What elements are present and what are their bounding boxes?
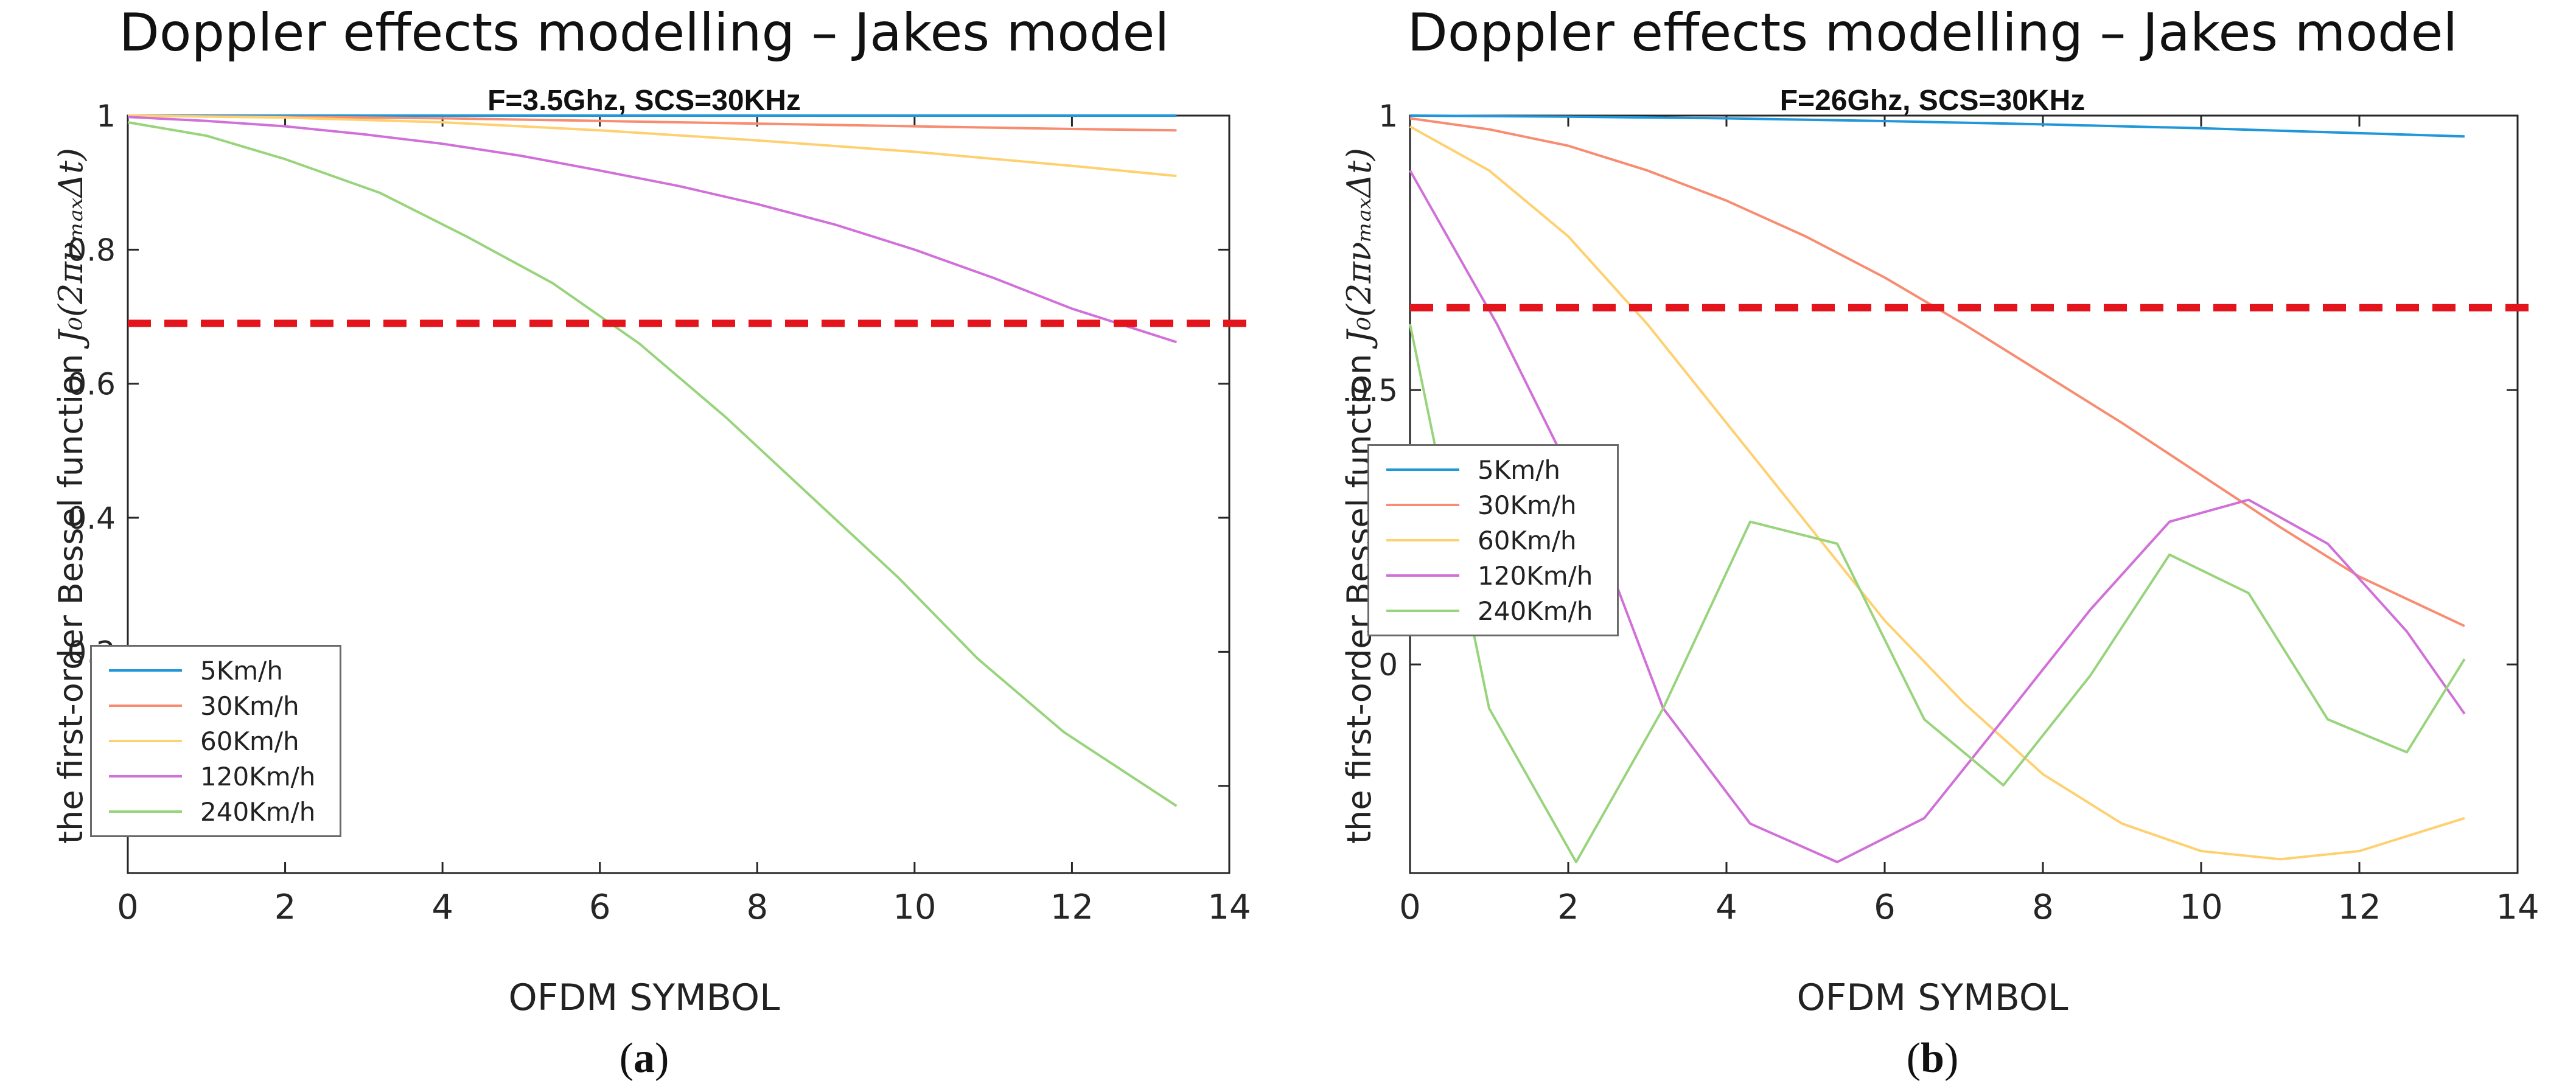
y-tick-label: 0	[1378, 647, 1398, 683]
legend-item: 240Km/h	[1369, 593, 1617, 628]
legend-label: 120Km/h	[200, 761, 316, 792]
legend-swatch	[109, 669, 182, 672]
chart-panel-a: Doppler effects modelling – Jakes model …	[50, 2, 1254, 1082]
legend: 5Km/h 30Km/h 60Km/h 120Km/h 240Km/h	[90, 645, 342, 837]
legend-label: 30Km/h	[200, 691, 299, 721]
legend-label: 60Km/h	[1478, 525, 1577, 555]
figure-title: Doppler effects modelling – Jakes model	[119, 2, 1170, 63]
x-tick-label: 14	[2496, 888, 2539, 927]
y-axis-label-math: J₀(2πνₘₐₓΔt)	[52, 148, 90, 344]
legend-label: 30Km/h	[1478, 490, 1577, 520]
y-axis-label-text: the first-order Bessel function	[52, 353, 90, 844]
series-line-30km-h	[1409, 117, 2465, 627]
subfigure-label: (b)	[1906, 1035, 1959, 1082]
y-tick-label: 0.5	[1349, 373, 1398, 408]
legend-item: 5Km/h	[92, 653, 340, 688]
chart-title: F=26Ghz, SCS=30KHz	[1779, 85, 2086, 117]
legend-label: 240Km/h	[1478, 596, 1593, 626]
chart-title: F=3.5Ghz, SCS=30KHz	[487, 85, 801, 117]
x-tick-label: 6	[1874, 888, 1896, 927]
series-line-60km-h	[127, 114, 1177, 178]
legend-item: 120Km/h	[92, 759, 340, 794]
x-tick-label: 4	[1716, 888, 1737, 927]
legend: 5Km/h 30Km/h 60Km/h 120Km/h 240Km/h	[1367, 444, 1619, 636]
y-axis-label: the first-order Bessel function J₀(2πνₘₐ…	[50, 122, 92, 870]
series-line-120km-h	[127, 116, 1178, 344]
legend-swatch	[1386, 574, 1459, 577]
x-tick-label: 6	[589, 888, 611, 927]
series-line-5km-h	[1409, 114, 2465, 138]
legend-swatch	[109, 740, 182, 742]
legend-item: 240Km/h	[92, 794, 340, 829]
figure-title: Doppler effects modelling – Jakes model	[1407, 2, 2458, 63]
legend-item: 30Km/h	[92, 688, 340, 723]
x-tick-label: 8	[2032, 888, 2054, 927]
legend-label: 5Km/h	[200, 655, 283, 686]
x-tick-label: 10	[2179, 888, 2222, 927]
legend-label: 5Km/h	[1478, 454, 1560, 485]
y-tick-label: 1	[96, 99, 116, 134]
legend-label: 240Km/h	[200, 796, 316, 827]
x-tick-label: 2	[274, 888, 296, 927]
y-tick-label: 0.6	[67, 367, 116, 402]
legend-label: 60Km/h	[200, 726, 299, 756]
x-tick-label: 10	[893, 888, 936, 927]
y-tick-label: 1	[1378, 99, 1398, 134]
y-tick-label: 0.4	[67, 501, 116, 536]
legend-label: 120Km/h	[1478, 560, 1593, 591]
x-tick-label: 14	[1207, 888, 1251, 927]
x-tick-label: 12	[2337, 888, 2381, 927]
x-axis-label: OFDM SYMBOL	[508, 976, 780, 1019]
x-tick-label: 12	[1050, 888, 1094, 927]
y-axis-label-math: J₀(2πνₘₐₓΔt)	[1340, 148, 1378, 344]
legend-swatch	[1386, 610, 1459, 612]
subfigure-label: (a)	[619, 1035, 669, 1082]
legend-swatch	[109, 775, 182, 778]
legend-swatch	[109, 810, 182, 813]
x-tick-label: 2	[1557, 888, 1579, 927]
legend-swatch	[109, 705, 182, 707]
x-axis-label: OFDM SYMBOL	[1796, 976, 2068, 1019]
y-tick-label: 0.8	[67, 232, 116, 268]
x-tick-label: 0	[117, 888, 139, 927]
chart-panel-b: Doppler effects modelling – Jakes model …	[1288, 0, 2576, 1089]
x-tick-label: 8	[746, 888, 768, 927]
legend-item: 5Km/h	[1369, 452, 1617, 487]
series-line-240km-h	[127, 121, 1178, 807]
legend-item: 30Km/h	[1369, 487, 1617, 523]
legend-swatch	[1386, 504, 1459, 506]
legend-item: 60Km/h	[92, 723, 340, 759]
legend-swatch	[1386, 539, 1459, 541]
x-tick-label: 4	[431, 888, 453, 927]
legend-item: 120Km/h	[1369, 558, 1617, 593]
series-line-30km-h	[127, 114, 1177, 132]
x-tick-label: 0	[1399, 888, 1421, 927]
series-line-60km-h	[1409, 125, 2465, 861]
legend-item: 60Km/h	[1369, 523, 1617, 558]
series-line-240km-h	[1409, 324, 2466, 863]
legend-swatch	[1386, 468, 1459, 471]
